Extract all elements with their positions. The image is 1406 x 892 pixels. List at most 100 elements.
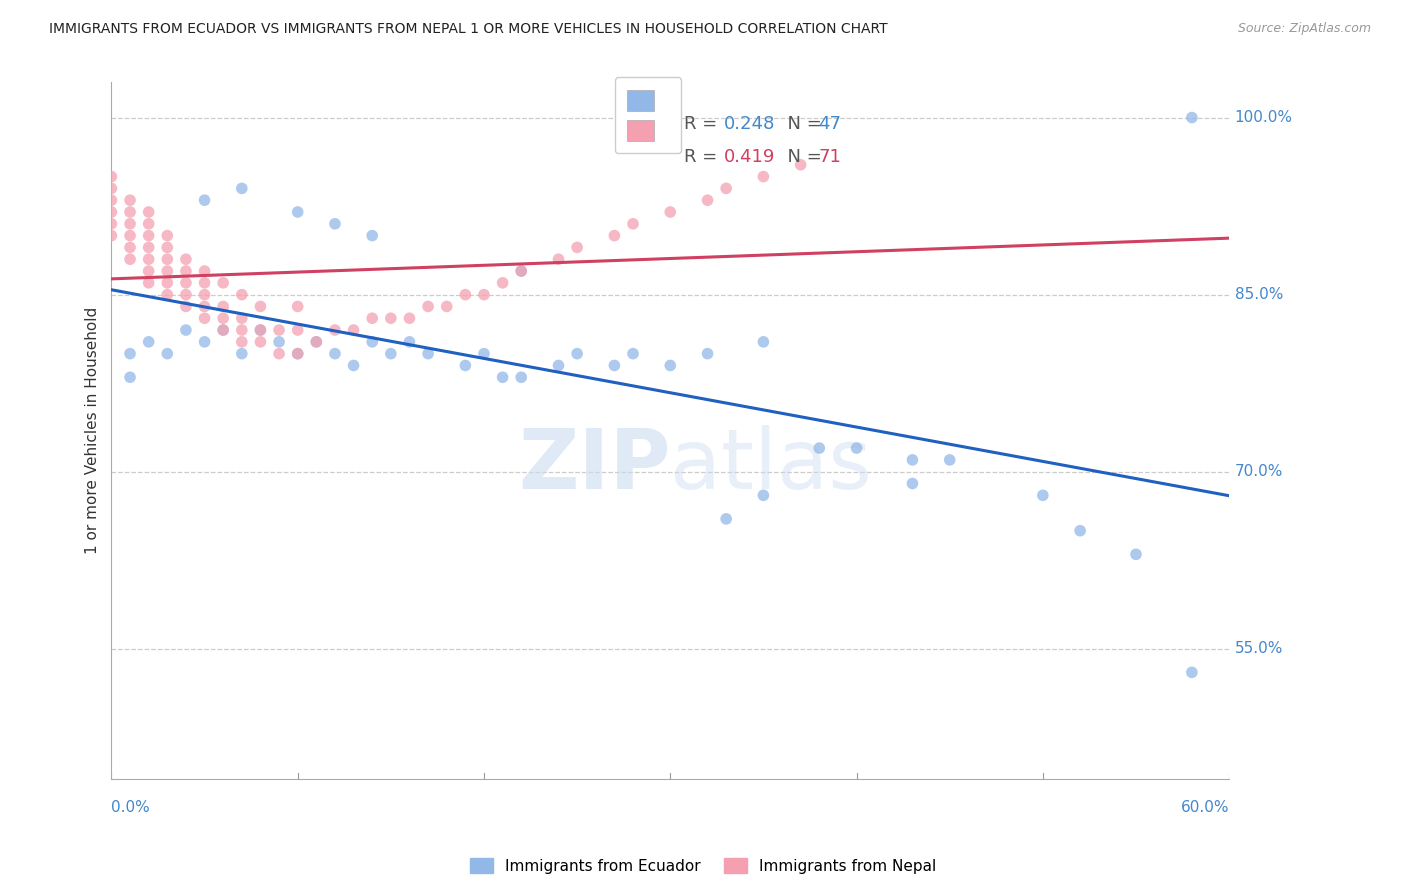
Immigrants from Nepal (621, 217, 644, 231)
Immigrants from Nepal (138, 205, 160, 219)
Immigrants from Ecuador (1125, 547, 1147, 561)
Immigrants from Nepal (100, 228, 122, 243)
Text: R =: R = (685, 148, 724, 166)
Immigrants from Nepal (212, 323, 235, 337)
Text: 0.248: 0.248 (724, 114, 775, 133)
Immigrants from Nepal (287, 323, 309, 337)
Text: N =: N = (776, 148, 827, 166)
Immigrants from Nepal (436, 300, 458, 314)
Immigrants from Nepal (174, 264, 197, 278)
Legend: , : , (614, 78, 682, 153)
Immigrants from Nepal (100, 181, 122, 195)
Text: N =: N = (776, 114, 827, 133)
Immigrants from Ecuador (118, 346, 141, 360)
Immigrants from Ecuador (808, 441, 831, 455)
Immigrants from Nepal (249, 334, 271, 349)
Immigrants from Nepal (118, 217, 141, 231)
Immigrants from Nepal (193, 300, 215, 314)
Text: 100.0%: 100.0% (1234, 110, 1292, 125)
Immigrants from Ecuador (156, 346, 179, 360)
Immigrants from Ecuador (138, 334, 160, 349)
Text: 85.0%: 85.0% (1234, 287, 1284, 302)
Immigrants from Nepal (174, 252, 197, 267)
Immigrants from Ecuador (287, 205, 309, 219)
Immigrants from Nepal (118, 205, 141, 219)
Immigrants from Ecuador (1069, 524, 1091, 538)
Immigrants from Nepal (156, 252, 179, 267)
Immigrants from Nepal (361, 311, 384, 326)
Immigrants from Ecuador (603, 359, 626, 373)
Immigrants from Nepal (565, 240, 588, 254)
Text: 60.0%: 60.0% (1181, 800, 1229, 815)
Immigrants from Nepal (212, 300, 235, 314)
Immigrants from Nepal (193, 276, 215, 290)
Immigrants from Ecuador (231, 346, 253, 360)
Immigrants from Ecuador (231, 181, 253, 195)
Immigrants from Ecuador (118, 370, 141, 384)
Immigrants from Nepal (231, 323, 253, 337)
Immigrants from Nepal (249, 300, 271, 314)
Immigrants from Ecuador (454, 359, 477, 373)
Text: 71: 71 (818, 148, 841, 166)
Immigrants from Nepal (174, 276, 197, 290)
Immigrants from Nepal (138, 276, 160, 290)
Immigrants from Ecuador (901, 453, 924, 467)
Immigrants from Ecuador (1032, 488, 1054, 502)
Immigrants from Nepal (472, 287, 495, 301)
Immigrants from Nepal (156, 264, 179, 278)
Immigrants from Nepal (138, 240, 160, 254)
Immigrants from Nepal (231, 287, 253, 301)
Immigrants from Nepal (305, 334, 328, 349)
Immigrants from Nepal (231, 334, 253, 349)
Immigrants from Nepal (603, 228, 626, 243)
Immigrants from Nepal (752, 169, 775, 184)
Immigrants from Nepal (118, 252, 141, 267)
Immigrants from Nepal (118, 240, 141, 254)
Immigrants from Nepal (193, 287, 215, 301)
Immigrants from Ecuador (845, 441, 868, 455)
Text: Source: ZipAtlas.com: Source: ZipAtlas.com (1237, 22, 1371, 36)
Immigrants from Ecuador (174, 323, 197, 337)
Immigrants from Nepal (267, 323, 290, 337)
Immigrants from Nepal (454, 287, 477, 301)
Text: 0.0%: 0.0% (111, 800, 150, 815)
Immigrants from Nepal (714, 181, 737, 195)
Immigrants from Nepal (249, 323, 271, 337)
Immigrants from Ecuador (323, 217, 346, 231)
Immigrants from Ecuador (696, 346, 718, 360)
Immigrants from Ecuador (491, 370, 513, 384)
Y-axis label: 1 or more Vehicles in Household: 1 or more Vehicles in Household (86, 307, 100, 554)
Immigrants from Nepal (231, 311, 253, 326)
Immigrants from Ecuador (287, 346, 309, 360)
Text: R =: R = (685, 114, 724, 133)
Immigrants from Ecuador (547, 359, 569, 373)
Immigrants from Ecuador (938, 453, 960, 467)
Immigrants from Ecuador (621, 346, 644, 360)
Legend: Immigrants from Ecuador, Immigrants from Nepal: Immigrants from Ecuador, Immigrants from… (464, 852, 942, 880)
Immigrants from Nepal (510, 264, 533, 278)
Immigrants from Ecuador (565, 346, 588, 360)
Immigrants from Nepal (491, 276, 513, 290)
Immigrants from Ecuador (752, 334, 775, 349)
Immigrants from Ecuador (901, 476, 924, 491)
Immigrants from Ecuador (342, 359, 364, 373)
Immigrants from Ecuador (323, 346, 346, 360)
Immigrants from Nepal (193, 311, 215, 326)
Immigrants from Nepal (100, 169, 122, 184)
Immigrants from Nepal (156, 228, 179, 243)
Text: 47: 47 (818, 114, 841, 133)
Immigrants from Nepal (156, 287, 179, 301)
Immigrants from Nepal (100, 205, 122, 219)
Immigrants from Nepal (342, 323, 364, 337)
Immigrants from Nepal (138, 264, 160, 278)
Immigrants from Nepal (789, 158, 811, 172)
Immigrants from Nepal (287, 300, 309, 314)
Immigrants from Ecuador (212, 323, 235, 337)
Immigrants from Nepal (547, 252, 569, 267)
Immigrants from Ecuador (472, 346, 495, 360)
Immigrants from Nepal (138, 252, 160, 267)
Immigrants from Nepal (100, 193, 122, 207)
Immigrants from Ecuador (267, 334, 290, 349)
Immigrants from Ecuador (249, 323, 271, 337)
Immigrants from Ecuador (659, 359, 682, 373)
